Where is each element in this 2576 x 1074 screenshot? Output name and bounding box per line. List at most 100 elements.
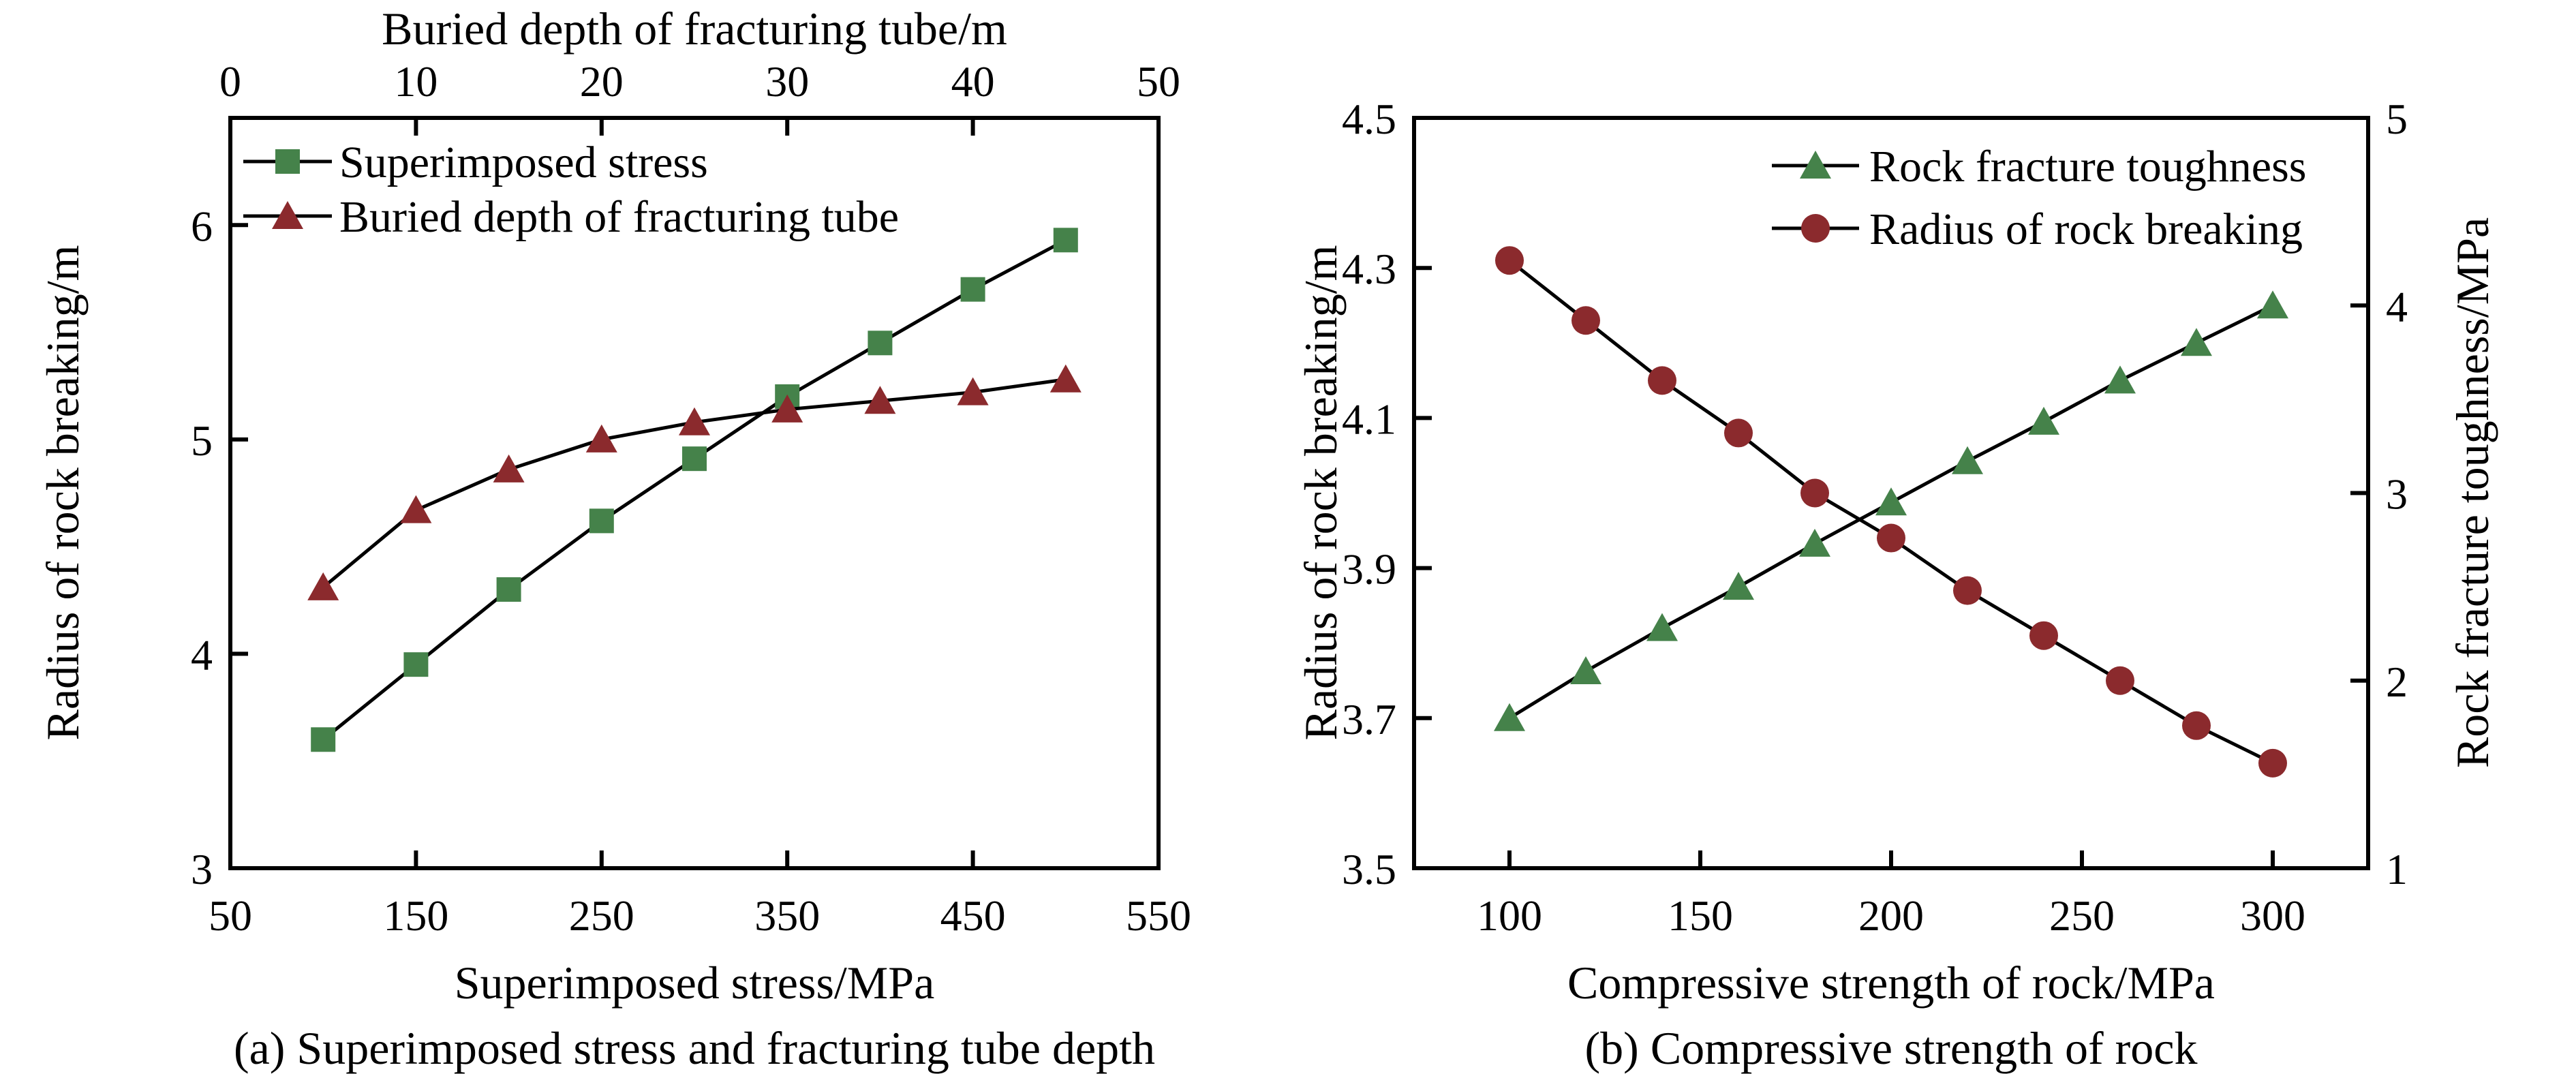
triangle-marker xyxy=(1570,656,1601,684)
circle-marker xyxy=(2258,748,2287,778)
square-marker xyxy=(1053,228,1078,253)
square-marker xyxy=(403,652,429,677)
circle-marker xyxy=(1648,366,1676,395)
triangle-marker xyxy=(1952,446,1983,474)
triangle-marker xyxy=(1646,613,1678,641)
y-tick-label: 5 xyxy=(191,416,213,465)
chart-a-x-axis-title: Superimposed stress/MPa xyxy=(454,957,935,1009)
legend-label: Radius of rock breaking xyxy=(1869,204,2303,254)
chart-a-y-axis-title: Radius of rock breaking/m xyxy=(37,245,89,741)
triangle-marker xyxy=(1799,528,1830,557)
x-tick-label: 100 xyxy=(1477,891,1542,940)
triangle-marker xyxy=(493,454,525,482)
y2-tick-label: 1 xyxy=(2386,845,2408,893)
x-tick-label: 550 xyxy=(1126,891,1191,940)
y2-tick-label: 3 xyxy=(2386,470,2408,519)
triangle-marker xyxy=(2257,290,2288,319)
x-axis-ticks: 100 150 200 250 300 xyxy=(1477,850,2305,940)
triangle-marker xyxy=(400,495,432,523)
y-axis-ticks: 3.5 3.7 3.9 4.1 4.3 4.5 xyxy=(1342,95,1432,893)
triangle-marker xyxy=(272,201,303,229)
y2-tick-label: 5 xyxy=(2386,95,2408,143)
y2-tick-label: 4 xyxy=(2386,282,2408,331)
legend-item-radius-of-rock-breaking: Radius of rock breaking xyxy=(1772,204,2303,254)
x-tick-label: 450 xyxy=(940,891,1006,940)
circle-marker xyxy=(2029,621,2058,650)
legend-item-superimposed-stress: Superimposed stress xyxy=(243,138,708,187)
y-tick-label: 3.5 xyxy=(1342,845,1396,893)
triangle-marker xyxy=(1875,487,1907,516)
x2-tick-label: 40 xyxy=(951,57,995,106)
legend-label: Superimposed stress xyxy=(339,138,708,187)
plot-border xyxy=(228,116,1161,870)
chart-a-caption: (a) Superimposed stress and fracturing t… xyxy=(233,1022,1156,1074)
circle-marker xyxy=(1800,478,1829,508)
chart-b-caption: (b) Compressive strength of rock xyxy=(1584,1022,2198,1074)
square-marker xyxy=(496,577,521,602)
x-tick-label: 50 xyxy=(209,891,252,940)
triangle-marker xyxy=(1049,364,1082,393)
triangle-marker xyxy=(1494,703,1525,731)
x-tick-label: 150 xyxy=(1668,891,1733,940)
x2-tick-label: 30 xyxy=(765,57,809,106)
square-marker xyxy=(682,446,707,472)
square-marker xyxy=(589,508,614,534)
y-tick-label: 4.5 xyxy=(1342,95,1396,143)
x-tick-label: 250 xyxy=(569,891,634,940)
x2-tick-label: 10 xyxy=(394,57,438,106)
triangle-marker xyxy=(2028,406,2059,435)
y-tick-label: 3 xyxy=(191,845,213,893)
square-marker xyxy=(960,277,985,302)
x-tick-label: 150 xyxy=(383,891,448,940)
circle-marker xyxy=(1877,523,1905,553)
triangle-marker xyxy=(864,386,896,414)
chart-b-y-axis-title: Radius of rock breaking/m xyxy=(1295,245,1347,741)
triangle-marker xyxy=(2104,365,2136,394)
x-tick-label: 250 xyxy=(2049,891,2115,940)
x2-axis-ticks: 0 10 20 30 40 50 xyxy=(219,57,1180,136)
chart-b: 100 150 200 250 300 3.5 3.7 3.9 4.1 4.3 4.5 1 2 3 4 5 Ro… xyxy=(1342,95,2408,940)
triangle-marker xyxy=(585,424,617,452)
circle-marker xyxy=(2106,666,2134,695)
legend-label: Rock fracture toughness xyxy=(1869,142,2306,191)
legend-item-buried-depth-of-fracturing-tube: Buried depth of fracturing tube xyxy=(243,192,899,242)
legend-item-rock-fracture-toughness: Rock fracture toughness xyxy=(1772,142,2306,191)
triangle-marker xyxy=(771,394,803,423)
square-marker xyxy=(311,727,336,752)
circle-marker xyxy=(1495,246,1524,275)
square-marker xyxy=(275,149,300,174)
x2-tick-label: 50 xyxy=(1137,57,1180,106)
y-tick-label: 6 xyxy=(191,202,213,250)
circle-marker xyxy=(1801,214,1830,243)
series-superimposed-stress xyxy=(311,228,1078,752)
series-rock-fracture-toughness xyxy=(1494,290,2288,731)
legend-label: Buried depth of fracturing tube xyxy=(339,192,899,242)
legend: Superimposed stress Buried depth of fract… xyxy=(243,138,899,242)
chart-a-top-axis-title: Buried depth of fracturing tube/m xyxy=(382,3,1007,55)
triangle-marker xyxy=(2181,328,2212,356)
y-axis-ticks: 3 4 5 6 xyxy=(191,202,248,893)
x2-tick-label: 0 xyxy=(219,57,241,106)
x-tick-label: 200 xyxy=(1858,891,1924,940)
chart-b-x-axis-title: Compressive strength of rock/MPa xyxy=(1567,957,2215,1009)
y-tick-label: 3.7 xyxy=(1342,695,1396,743)
triangle-marker xyxy=(679,407,710,435)
legend: Rock fracture toughness Radius of rock br… xyxy=(1772,142,2306,254)
circle-marker xyxy=(1953,576,1982,605)
square-marker xyxy=(868,331,893,356)
y2-tick-label: 2 xyxy=(2386,658,2408,706)
triangle-marker xyxy=(1800,151,1831,179)
series-line xyxy=(322,239,1067,741)
y-tick-label: 4 xyxy=(191,630,213,679)
y-tick-label: 3.9 xyxy=(1342,545,1396,594)
triangle-marker xyxy=(957,377,989,405)
circle-marker xyxy=(1571,306,1600,335)
x-axis-ticks: 50 150 250 350 450 550 xyxy=(209,850,1191,940)
circle-marker xyxy=(1724,418,1753,448)
y2-axis-ticks: 1 2 3 4 5 xyxy=(2350,95,2408,893)
x-tick-label: 300 xyxy=(2240,891,2305,940)
x-tick-label: 350 xyxy=(754,891,820,940)
x2-tick-label: 20 xyxy=(580,57,624,106)
